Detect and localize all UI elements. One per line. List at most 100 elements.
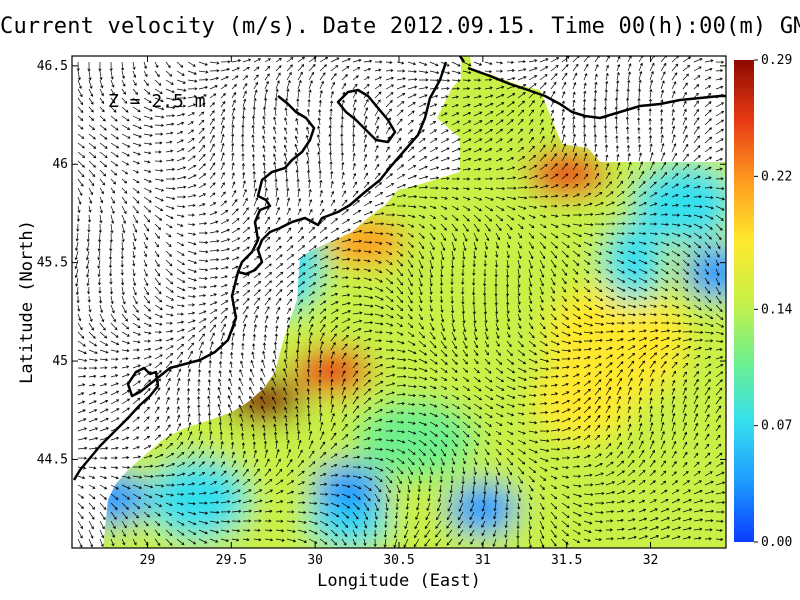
velocity-arrow: [693, 413, 699, 423]
velocity-arrow: [374, 241, 383, 245]
velocity-arrow: [132, 223, 138, 233]
velocity-arrow: [626, 144, 630, 153]
velocity-arrow: [594, 277, 602, 283]
velocity-arrow: [374, 355, 383, 360]
velocity-arrow: [121, 529, 126, 537]
velocity-arrow: [424, 520, 431, 530]
velocity-arrow: [231, 181, 236, 189]
velocity-arrow: [418, 250, 424, 260]
velocity-arrow: [110, 349, 120, 353]
velocity-arrow: [132, 436, 140, 441]
velocity-arrow: [385, 100, 393, 108]
velocity-arrow: [286, 459, 293, 468]
velocity-arrow: [187, 422, 192, 432]
velocity-arrow: [275, 263, 284, 270]
velocity-arrow: [561, 64, 569, 72]
velocity-arrow: [693, 92, 699, 99]
velocity-arrow: [407, 85, 418, 90]
velocity-arrow: [176, 205, 186, 209]
colorbar-bar: [734, 60, 754, 542]
velocity-arrow: [374, 212, 385, 216]
velocity-arrow: [693, 286, 700, 293]
velocity-arrow: [450, 475, 454, 484]
velocity-arrow: [209, 110, 215, 117]
velocity-arrow: [396, 448, 406, 454]
velocity-arrow: [715, 241, 721, 250]
velocity-arrow: [186, 387, 191, 396]
velocity-arrow: [385, 84, 394, 90]
velocity-arrow: [517, 138, 523, 144]
velocity-arrow: [561, 436, 571, 441]
velocity-arrow: [176, 148, 185, 153]
velocity-arrow: [539, 232, 547, 239]
velocity-arrow: [484, 232, 490, 242]
velocity-arrow: [627, 79, 631, 90]
velocity-arrow: [605, 415, 611, 423]
velocity-arrow: [231, 142, 235, 153]
velocity-arrow: [550, 295, 555, 302]
velocity-arrow: [682, 232, 692, 238]
velocity-arrow: [517, 232, 523, 239]
velocity-arrow: [429, 322, 435, 331]
velocity-arrow: [539, 174, 549, 180]
velocity-arrow: [715, 128, 724, 135]
velocity-arrow: [528, 393, 537, 398]
velocity-arrow: [458, 502, 464, 512]
velocity-arrow: [253, 509, 263, 513]
velocity-arrow: [495, 439, 502, 446]
velocity-arrow: [231, 172, 235, 180]
velocity-arrow: [297, 263, 306, 270]
velocity-arrow: [495, 448, 502, 456]
velocity-arrow: [330, 309, 339, 315]
velocity-arrow: [550, 134, 556, 144]
velocity-arrow: [275, 236, 281, 243]
velocity-arrow: [671, 471, 677, 477]
velocity-arrow: [99, 466, 107, 470]
velocity-arrow: [176, 286, 186, 292]
velocity-arrow: [572, 223, 583, 227]
velocity-arrow: [77, 493, 84, 499]
velocity-arrow: [264, 509, 273, 513]
velocity-arrow: [297, 208, 302, 216]
velocity-arrow: [352, 200, 360, 207]
velocity-arrow: [440, 430, 449, 438]
colorbar-tick-label: 0.07: [761, 419, 792, 434]
velocity-arrow: [273, 415, 277, 423]
velocity-arrow: [396, 268, 404, 277]
velocity-arrow: [528, 358, 538, 364]
velocity-arrow: [242, 489, 252, 495]
velocity-arrow: [198, 193, 206, 198]
velocity-arrow: [605, 346, 613, 351]
velocity-arrow: [451, 95, 459, 99]
velocity-arrow: [550, 73, 558, 81]
velocity-arrow: [429, 412, 438, 417]
velocity-arrow: [187, 87, 198, 91]
y-tick-label: 46.5: [37, 59, 68, 74]
velocity-arrow: [605, 295, 615, 301]
velocity-arrow: [418, 268, 423, 279]
velocity-arrow: [638, 526, 648, 531]
velocity-arrow: [582, 124, 587, 135]
velocity-arrow: [407, 205, 417, 209]
velocity-arrow: [99, 456, 108, 460]
velocity-arrow: [495, 110, 505, 117]
velocity-arrow: [385, 192, 396, 198]
velocity-arrow: [165, 79, 174, 85]
velocity-arrow: [187, 61, 196, 67]
velocity-arrow: [110, 205, 115, 214]
velocity-arrow: [319, 236, 328, 243]
velocity-arrow: [273, 153, 277, 162]
velocity-arrow: [462, 403, 472, 410]
velocity-arrow: [297, 430, 301, 441]
velocity-arrow: [594, 462, 603, 468]
velocity-arrow: [561, 446, 571, 450]
velocity-arrow: [253, 89, 258, 99]
velocity-arrow: [594, 529, 603, 533]
velocity-arrow: [693, 346, 702, 351]
velocity-arrow: [594, 491, 605, 495]
velocity-arrow: [154, 187, 165, 192]
velocity-arrow: [517, 421, 526, 425]
velocity-arrow: [286, 254, 295, 261]
velocity-arrow: [561, 91, 566, 99]
velocity-arrow: [638, 377, 643, 387]
